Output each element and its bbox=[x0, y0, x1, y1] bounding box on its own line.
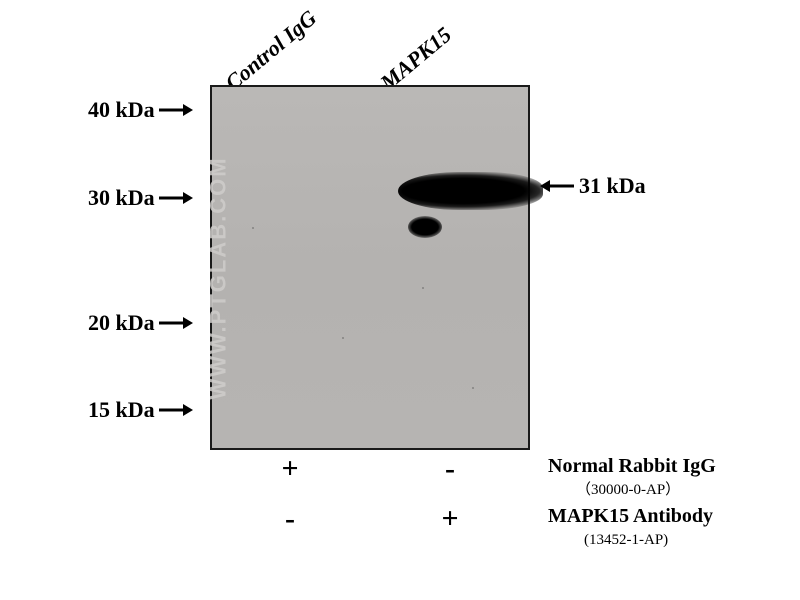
noise bbox=[342, 337, 344, 339]
antibody-catalog-2: (13452-1-AP) bbox=[584, 532, 668, 548]
antibody-name-2: MAPK15 Antibody bbox=[548, 505, 713, 527]
pm-row1-lane1: + bbox=[275, 452, 305, 486]
arrow-right-icon bbox=[159, 191, 193, 205]
mw-text: 30 kDa bbox=[88, 185, 155, 211]
mw-marker-30: 30 kDa bbox=[88, 185, 193, 211]
mw-marker-40: 40 kDa bbox=[88, 97, 193, 123]
antibody-label-2: MAPK15 Antibody (13452-1-AP) bbox=[548, 505, 713, 549]
arrow-right-icon bbox=[159, 403, 193, 417]
arrow-right-icon bbox=[159, 316, 193, 330]
arrow-left-icon bbox=[540, 179, 574, 193]
noise bbox=[252, 227, 254, 229]
figure-container: Control IgG MAPK15 WWW.PTGLAB.COM 40 kDa bbox=[0, 0, 800, 600]
mw-text: 20 kDa bbox=[88, 310, 155, 336]
antibody-catalog-1: （30000-0-AP） bbox=[576, 482, 680, 498]
result-band-label: 31 kDa bbox=[540, 173, 646, 199]
mw-marker-20: 20 kDa bbox=[88, 310, 193, 336]
pm-row1-lane2: - bbox=[435, 452, 465, 486]
noise bbox=[472, 387, 474, 389]
lane-label-control-text: Control IgG bbox=[220, 5, 321, 95]
watermark-text: WWW.PTGLAB.COM bbox=[206, 156, 232, 399]
blot-background: WWW.PTGLAB.COM bbox=[212, 87, 528, 448]
mw-text: 40 kDa bbox=[88, 97, 155, 123]
noise bbox=[422, 287, 424, 289]
mw-marker-15: 15 kDa bbox=[88, 397, 193, 423]
band-main bbox=[398, 172, 543, 210]
arrow-right-icon bbox=[159, 103, 193, 117]
mw-text: 15 kDa bbox=[88, 397, 155, 423]
result-text: 31 kDa bbox=[579, 173, 646, 199]
pm-row2-lane1: - bbox=[275, 502, 305, 536]
blot-membrane: WWW.PTGLAB.COM bbox=[210, 85, 530, 450]
pm-row2-lane2: + bbox=[435, 502, 465, 536]
antibody-label-1: Normal Rabbit IgG （30000-0-AP） bbox=[548, 455, 716, 499]
lane-label-control: Control IgG bbox=[220, 5, 321, 96]
antibody-name-1: Normal Rabbit IgG bbox=[548, 455, 716, 477]
band-secondary bbox=[408, 216, 442, 238]
